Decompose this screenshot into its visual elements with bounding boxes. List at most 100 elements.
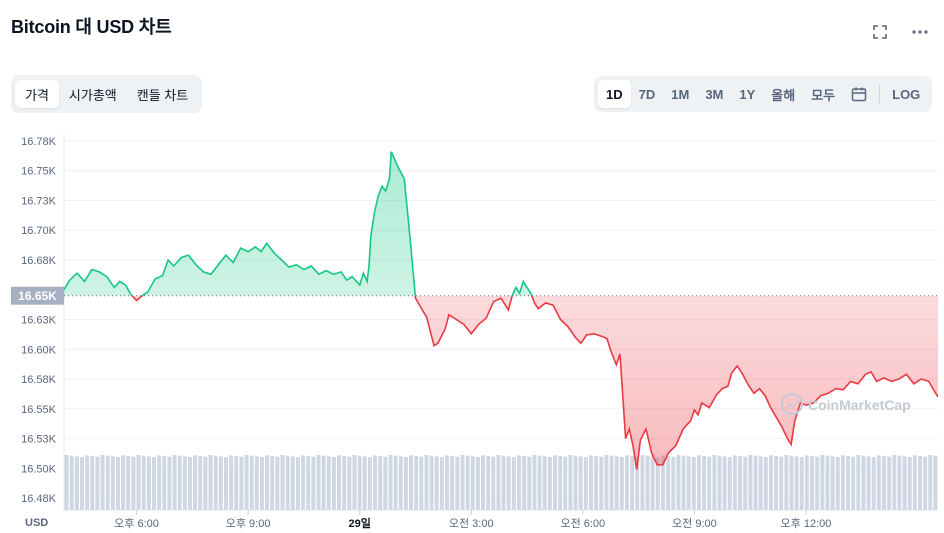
volume-bar [234,456,239,510]
x-tick-label: 오전 3:00 [449,517,494,530]
volume-bar [558,456,563,510]
volume-bar [599,456,604,510]
volume-bar [645,455,650,510]
volume-bar [630,456,635,510]
range-3m[interactable]: 3M [705,86,724,102]
price-line-down [130,295,938,470]
x-tick-label: 오후 6:00 [114,517,159,530]
y-tick-label: 16.68K [21,255,57,267]
volume-bar [660,455,665,510]
volume-bar [424,455,429,510]
log-toggle[interactable]: LOG [892,86,921,102]
volume-bar [162,456,167,510]
volume-bar [146,456,151,510]
price-line-up [64,151,533,296]
volume-bar [249,455,254,510]
volume-bar [110,456,115,510]
tab-market-cap[interactable]: 시가총액 [68,87,117,103]
volume-bar [131,456,136,510]
volume-bar [470,456,475,510]
calendar-icon[interactable] [843,80,875,108]
volume-bar [578,456,583,510]
x-tick-label: 오후 9:00 [226,517,271,530]
range-1d[interactable]: 1D [598,80,631,108]
volume-bar [136,455,141,510]
volume-bar [460,455,465,510]
volume-bar [74,456,79,510]
volume-bar [907,457,912,510]
volume-bar [594,456,599,510]
range-1m[interactable]: 1M [671,86,690,102]
volume-bar [357,455,362,510]
volume-bar [85,455,90,510]
volume-bar [373,455,378,510]
tab-price[interactable]: 가격 [15,80,59,108]
volume-bar [835,457,840,510]
volume-bar [306,456,311,510]
volume-bar [902,456,907,510]
volume-bar [861,455,866,510]
volume-bar [563,456,568,510]
volume-bar [573,455,578,510]
tab-candle-chart[interactable]: 캔들 차트 [136,87,189,103]
volume-bar [717,455,722,510]
y-tick-label: 16.50K [21,463,57,475]
fullscreen-icon[interactable] [868,20,892,44]
volume-bar [326,456,331,510]
more-icon[interactable] [908,20,932,44]
range-ytd[interactable]: 올해 [771,87,796,103]
volume-bar [923,456,928,510]
y-tick-label: 16.48K [21,493,57,505]
volume-bar [491,456,496,510]
volume-bar [768,455,773,510]
volume-bar [779,456,784,510]
range-all[interactable]: 모두 [811,87,836,103]
volume-bar [799,457,804,510]
range-1y[interactable]: 1Y [739,86,756,102]
volume-bar [409,455,413,510]
volume-bar [450,456,455,510]
volume-bar [542,456,547,510]
volume-bar [876,455,881,510]
volume-bar [126,456,131,510]
volume-bar [69,455,74,510]
volume-bar [259,457,264,510]
volume-bar [316,455,321,510]
volume-bar [547,457,552,510]
volume-bar [784,455,789,510]
volume-bar [655,457,660,510]
volume-bar [321,455,326,510]
volume-bar [475,457,480,510]
volume-bar [789,455,794,510]
volume-bar [871,457,876,510]
volume-bar [702,456,707,510]
volume-bar [666,456,671,510]
volume-bar [583,457,588,510]
volume-bar [434,456,439,510]
volume-bar [419,456,424,510]
volume-bar [527,456,532,510]
volume-bar [388,455,393,510]
volume-bar [331,457,336,510]
volume-bar [614,456,619,510]
y-tick-label: 16.75K [21,166,57,178]
volume-bar [244,455,249,510]
range-7d[interactable]: 7D [638,86,656,102]
volume-bar [337,455,342,510]
volume-bar [830,456,835,510]
volume-bar [398,456,403,510]
volume-bar [239,456,244,510]
volume-bar [352,455,357,510]
volume-bar [696,455,701,510]
metric-tabs: 가격 시가총액 캔들 차트 [11,75,203,113]
volume-bar [414,456,419,510]
volume-bar [511,457,516,510]
volume-bar [429,455,434,510]
volume-bar [810,456,815,510]
volume-bar [522,456,527,510]
volume-bar [589,455,593,510]
volume-bar [481,455,485,510]
volume-bar [691,457,696,510]
volume-bar [152,457,156,510]
